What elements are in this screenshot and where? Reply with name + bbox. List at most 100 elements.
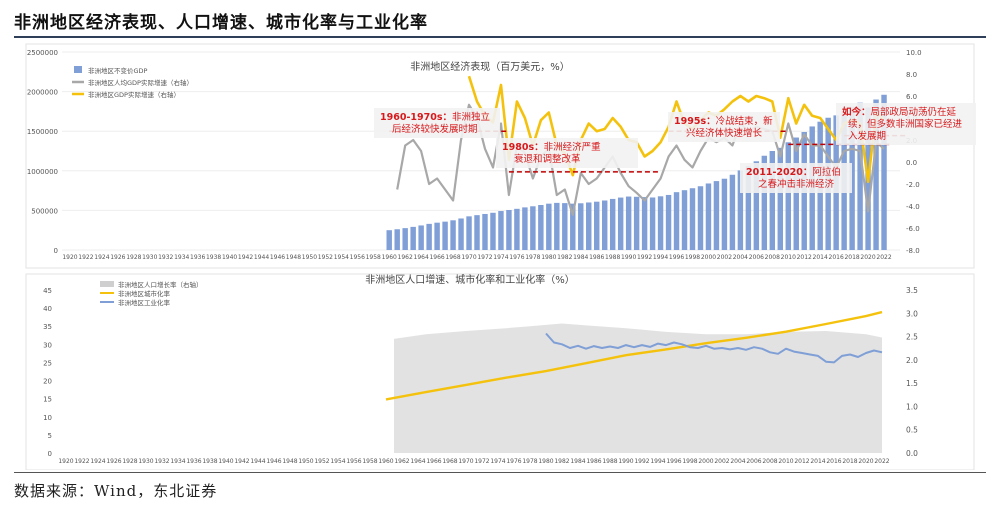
gdp-bar [578, 203, 584, 250]
x-tick-label: 1938 [202, 458, 217, 465]
x-tick-label: 1948 [282, 458, 297, 465]
x-tick-label: 1954 [330, 458, 345, 465]
legend-swatch [100, 281, 114, 287]
gdp-bar [402, 228, 408, 250]
annotation-desc: 局部政局动荡仍在延 [871, 106, 957, 118]
y-right-tick-label: 0.0 [906, 159, 917, 167]
annotation-text: 1960-1970s：非洲独立 [380, 111, 490, 123]
title-divider [14, 36, 986, 38]
gdp-bar [530, 206, 536, 250]
annotation-period: 如今： [842, 106, 871, 118]
x-tick-label: 1972 [474, 458, 489, 465]
gdp-bar [753, 161, 760, 250]
gdp-bar [785, 142, 791, 250]
y-left-tick-label: 5 [48, 432, 52, 440]
x-tick-label: 1992 [637, 254, 652, 261]
x-tick-label: 1978 [522, 458, 537, 465]
x-tick-label: 1926 [106, 458, 121, 465]
population-growth-area [394, 323, 882, 453]
legend-label: 非洲地区GDP实际增速（右轴） [88, 90, 180, 99]
x-tick-label: 2004 [733, 254, 748, 261]
industrialization-line [545, 332, 883, 364]
gdp-bar [594, 201, 600, 250]
annotation-text: 如今：局部政局动荡仍在延 [842, 106, 957, 118]
y-left-tick-label: 1000000 [27, 168, 58, 176]
annotation-text: 兴经济体快速增长 [686, 127, 763, 139]
y-right-tick-label: -2.0 [906, 181, 920, 189]
gdp-bar [617, 197, 624, 250]
annotation-period: 1960-1970s： [380, 112, 452, 123]
x-tick-label: 2010 [781, 254, 796, 261]
y-left-tick-label: 45 [43, 287, 52, 295]
x-tick-label: 1952 [314, 458, 329, 465]
y-right-tick-label: 8.0 [906, 71, 917, 79]
y-right-tick-label: 2.5 [906, 333, 918, 342]
gdp-bar [737, 170, 744, 250]
x-tick-label: 1950 [302, 254, 317, 261]
x-tick-label: 2022 [876, 254, 891, 261]
x-tick-label: 1920 [62, 254, 77, 261]
legend-label: 非洲地区人均GDP实际增速（右轴） [88, 78, 193, 87]
gdp-bar [689, 188, 696, 250]
annotation-period: 2011-2020： [746, 167, 812, 178]
x-tick-label: 1962 [398, 254, 413, 261]
y-left-tick-label: 0 [54, 247, 58, 255]
legend-label: 非洲地区工业化率 [118, 298, 171, 307]
annotation-text: 1995s：冷战结束，新 [674, 115, 773, 127]
x-tick-label: 1922 [78, 254, 93, 261]
gdp-bar [657, 196, 664, 250]
x-tick-label: 1960 [382, 254, 397, 261]
population-chart: 0 5 10 15 20 25 30 35 40 45 0.0 0.5 1.0 1.5 2.0 2.5 3.0 3… [25, 273, 975, 470]
gdp-bar [729, 174, 736, 250]
x-tick-label: 1956 [346, 458, 361, 465]
x-tick-label: 1976 [506, 458, 521, 465]
gdp-bar [761, 155, 768, 250]
x-tick-label: 2010 [778, 458, 793, 465]
y-right-tick-label: 2.0 [906, 356, 918, 365]
x-tick-label: 1920 [58, 458, 73, 465]
x-tick-label: 1966 [429, 254, 444, 261]
y-right-tick-label: 0.5 [906, 426, 918, 435]
source-divider [14, 472, 986, 473]
annotation-text: 2011-2020：阿拉伯 [746, 166, 841, 178]
gdp-bar [681, 190, 688, 250]
x-tick-label: 1998 [682, 458, 697, 465]
x-tick-label: 2000 [698, 458, 713, 465]
y-right-tick-label: -8.0 [906, 247, 920, 255]
x-tick-label: 1932 [158, 254, 173, 261]
x-tick-label: 2008 [765, 254, 780, 261]
gdp-bar [625, 196, 632, 250]
x-tick-label: 1996 [666, 458, 681, 465]
gdp-bar [482, 213, 488, 250]
x-tick-label: 1994 [653, 254, 668, 261]
gdp-bar [881, 94, 887, 250]
x-tick-label: 1946 [266, 458, 281, 465]
legend-label: 非洲地区人口增长率（右轴） [118, 280, 203, 289]
page-title: 非洲地区经济表现、人口增速、城市化率与工业化率 [14, 13, 428, 33]
y-right-tick-label: -4.0 [906, 203, 920, 211]
x-tick-label: 1998 [685, 254, 700, 261]
annotation-background [740, 163, 852, 193]
gdp-bar [418, 225, 424, 250]
gdp-bar [769, 151, 776, 250]
y-left-tick-label: 10 [43, 414, 52, 422]
x-tick-label: 1928 [126, 254, 141, 261]
gdp-bar [394, 229, 400, 250]
x-tick-label: 1980 [541, 254, 556, 261]
x-tick-label: 1966 [426, 458, 441, 465]
gdp-bar [450, 220, 456, 250]
gdp-bar [697, 186, 704, 250]
x-tick-label: 1958 [362, 458, 377, 465]
x-tick-label: 2018 [842, 458, 857, 465]
annotation-text: 续，但多数非洲国家已经进 [848, 118, 963, 130]
x-tick-label: 1924 [90, 458, 105, 465]
y-right-tick-label: -6.0 [906, 225, 920, 233]
x-tick-label: 1970 [461, 254, 476, 261]
x-tick-label: 1930 [142, 254, 157, 261]
gdp-bar [873, 99, 879, 250]
gdp-bar [586, 202, 592, 250]
annotation-period: 1980s： [502, 142, 544, 153]
gdp-bar [514, 208, 520, 250]
